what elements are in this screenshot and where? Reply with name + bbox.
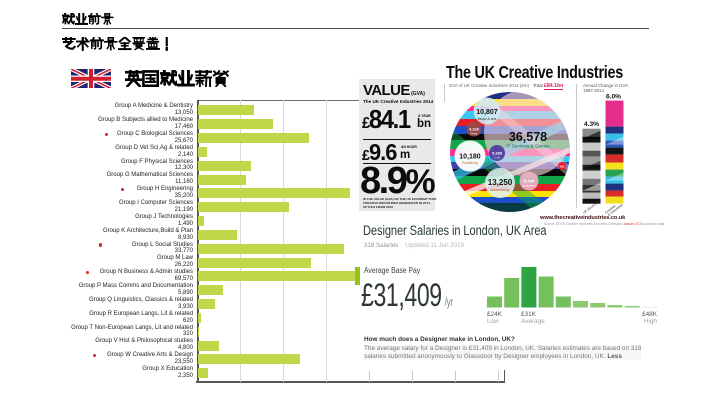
svg-text:Design: Design	[470, 132, 479, 136]
svg-text:Music & arts: Music & arts	[478, 117, 497, 121]
svg-text:Publishing: Publishing	[462, 161, 478, 165]
svg-text:4,226: 4,226	[469, 127, 480, 132]
svg-text:5,288: 5,288	[492, 151, 503, 156]
svg-text:Architecture: Architecture	[522, 184, 536, 188]
svg-text:13,250: 13,250	[488, 178, 513, 187]
svg-text:4.3%: 4.3%	[584, 121, 599, 128]
svg-text:Crafts: Crafts	[494, 156, 502, 160]
svg-text:Advertising: Advertising	[491, 188, 510, 192]
svg-text:IT Services & Games: IT Services & Games	[506, 144, 550, 149]
svg-text:10,807: 10,807	[476, 109, 498, 116]
svg-text:282: 282	[559, 165, 564, 169]
svg-text:36,578: 36,578	[509, 130, 547, 144]
svg-text:5,444: 5,444	[524, 179, 536, 184]
svg-text:6.0%: 6.0%	[606, 94, 621, 101]
svg-text:10,180: 10,180	[459, 154, 481, 161]
